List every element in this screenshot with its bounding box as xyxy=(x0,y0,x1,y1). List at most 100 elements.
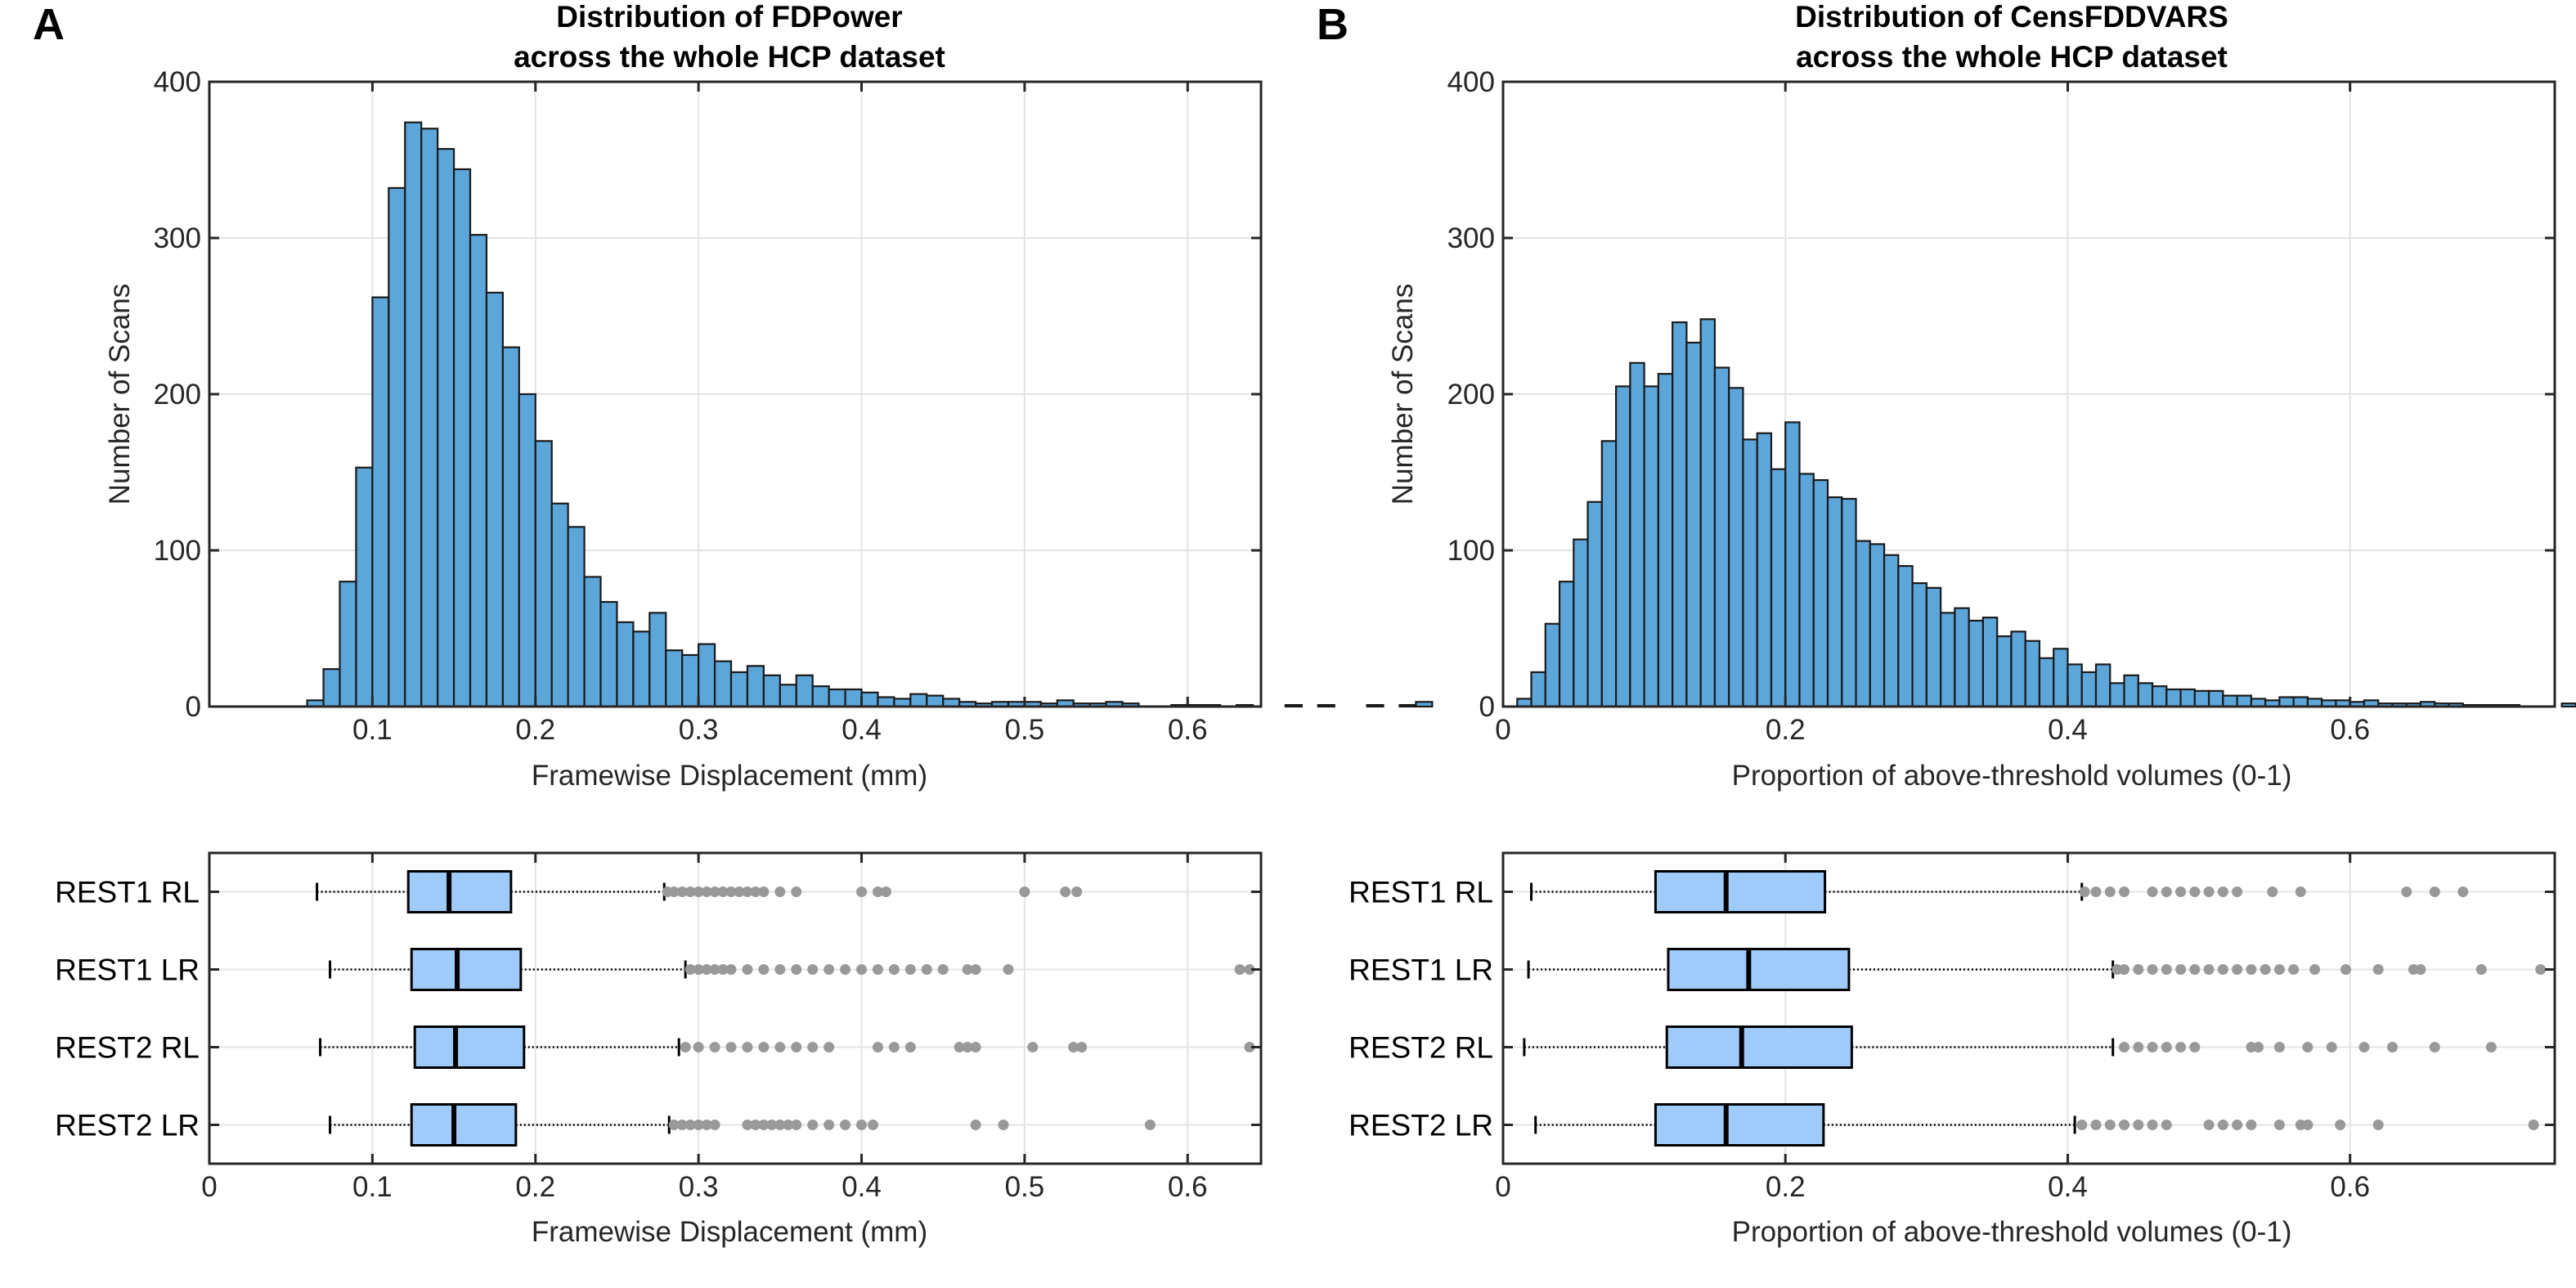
hist-b-bar xyxy=(2067,663,2083,708)
box-a-outlier xyxy=(970,1042,981,1052)
hist-b-xlabel: Proportion of above-threshold volumes (0… xyxy=(1732,760,2292,792)
hist-b-ytick-label: 100 xyxy=(1447,535,1495,567)
box-b-outlier xyxy=(2340,964,2352,975)
hist-a-bar xyxy=(469,234,488,708)
box-b-outlier xyxy=(2288,964,2300,975)
box-b-outlier xyxy=(2415,964,2426,975)
box-b-outlier xyxy=(2528,1120,2539,1130)
box-b-outlier xyxy=(2133,964,2144,975)
box-b-outlier xyxy=(2535,964,2547,975)
hist-a-bar xyxy=(420,128,439,708)
box-a-outlier xyxy=(750,886,761,897)
box-b-outlier xyxy=(2189,1042,2201,1052)
title-a-line1: Distribution of FDPower xyxy=(556,0,902,34)
box-a-xtick-label: 0.3 xyxy=(679,1171,719,1203)
hist-b-ytick-label: 300 xyxy=(1447,222,1495,254)
hist-b-bar xyxy=(1530,671,1546,708)
box-b-outlier xyxy=(2147,1042,2158,1052)
hist-a-xtick-label: 0.4 xyxy=(841,714,882,746)
box-a-outlier xyxy=(1244,1042,1255,1052)
hist-b-bar xyxy=(1855,540,1871,708)
box-b-outlier xyxy=(2090,886,2102,897)
box-a-outlier xyxy=(709,1120,720,1130)
hist-b-bar xyxy=(1699,318,1717,708)
hist-b-bar xyxy=(2560,702,2576,708)
box-a-outlier xyxy=(872,886,883,897)
box-a-outlier xyxy=(970,964,981,975)
hist-b-bar xyxy=(1573,538,1589,708)
box-a-outlier xyxy=(680,1042,691,1052)
box-b-box xyxy=(1665,1025,1853,1069)
box-a-outlier xyxy=(693,1042,704,1052)
box-b-box xyxy=(1654,870,1827,913)
box-a-outlier xyxy=(742,886,753,897)
hist-a-ytick-label: 200 xyxy=(154,379,201,411)
box-a-box xyxy=(410,948,523,991)
box-a-outlier xyxy=(1003,964,1014,975)
box-b-outlier xyxy=(2232,964,2243,975)
box-a-outlier xyxy=(1019,886,1030,897)
hist-a-bar xyxy=(648,612,667,708)
box-a-category-label: REST2 RL xyxy=(55,1031,200,1065)
hist-a-bar xyxy=(1415,701,1434,708)
hist-b-bar xyxy=(1742,438,1758,708)
hist-a-bar xyxy=(1317,703,1335,708)
hist-b-bar xyxy=(2094,663,2112,708)
title-a-line2: across the whole HCP dataset xyxy=(514,40,945,74)
box-a-outlier xyxy=(668,1120,680,1130)
box-a-outlier xyxy=(791,1120,802,1130)
hist-b-bar xyxy=(2207,689,2224,708)
box-b-category-label: REST2 LR xyxy=(1349,1109,1493,1142)
hist-b-bar xyxy=(2038,657,2055,708)
hist-a-bar xyxy=(452,168,472,708)
box-b-outlier xyxy=(2217,964,2228,975)
box-b-xlabel: Proportion of above-threshold volumes (0… xyxy=(1732,1216,2292,1248)
hist-a-bar xyxy=(1366,703,1384,708)
hist-a-bar xyxy=(762,674,781,708)
box-a-outlier xyxy=(783,1120,794,1130)
box-b-outlier xyxy=(2175,886,2187,897)
box-a-outlier xyxy=(840,964,851,975)
hist-b-bar xyxy=(1713,366,1730,708)
hist-a-bar xyxy=(322,668,341,708)
hist-a-bar xyxy=(665,649,684,708)
box-a-outlier xyxy=(725,964,737,975)
box-b-outlier xyxy=(2429,886,2440,897)
title-b-line2: across the whole HCP dataset xyxy=(1796,40,2228,74)
hist-b-bar xyxy=(1925,586,1942,708)
box-b-outlier xyxy=(2302,1120,2313,1130)
box-b-outlier xyxy=(2273,964,2285,975)
box-b-outlier xyxy=(2485,1042,2497,1052)
box-a-outlier xyxy=(1068,1042,1079,1052)
box-a-outlier xyxy=(998,1120,1009,1130)
box-a-frame xyxy=(208,851,1263,1165)
box-a-outlier xyxy=(693,886,704,897)
box-a-outlier xyxy=(676,1120,688,1130)
box-a-outlier xyxy=(758,886,770,897)
box-b-outlier xyxy=(2175,964,2187,975)
hist-b-xtick-label: 0.6 xyxy=(2330,714,2370,746)
box-b-outlier xyxy=(2147,1120,2158,1130)
box-b-outlier xyxy=(2119,964,2130,975)
hist-a-bar xyxy=(485,291,504,708)
box-a-outlier xyxy=(693,1120,704,1130)
box-a-outlier xyxy=(904,964,916,975)
hist-b-bar xyxy=(2236,694,2252,708)
hist-b-ytick-label: 400 xyxy=(1447,66,1495,98)
box-b-outlier xyxy=(2104,886,2116,897)
box-b-frame xyxy=(1501,851,2556,1165)
box-b-outlier xyxy=(2401,886,2412,897)
box-b-outlier xyxy=(2358,1042,2370,1052)
box-a-outlier xyxy=(872,964,883,975)
panel-b: 0 0.2 0.4 0.6 0 100 200 300 400 REST1 RL REST1 LR R… xyxy=(1349,66,2576,1203)
hist-a-xtick-label: 0.6 xyxy=(1168,714,1208,746)
hist-b-bar xyxy=(2292,696,2309,708)
hist-a-bar xyxy=(926,694,945,708)
box-a-outlier xyxy=(807,1042,819,1052)
box-b-outlier xyxy=(2309,964,2321,975)
hist-a-bar xyxy=(404,121,423,708)
box-a-outlier xyxy=(717,964,729,975)
box-b-outlier xyxy=(2326,1042,2337,1052)
hist-a-xlabel: Framewise Displacement (mm) xyxy=(532,760,927,792)
box-a-outlier xyxy=(954,1042,965,1052)
